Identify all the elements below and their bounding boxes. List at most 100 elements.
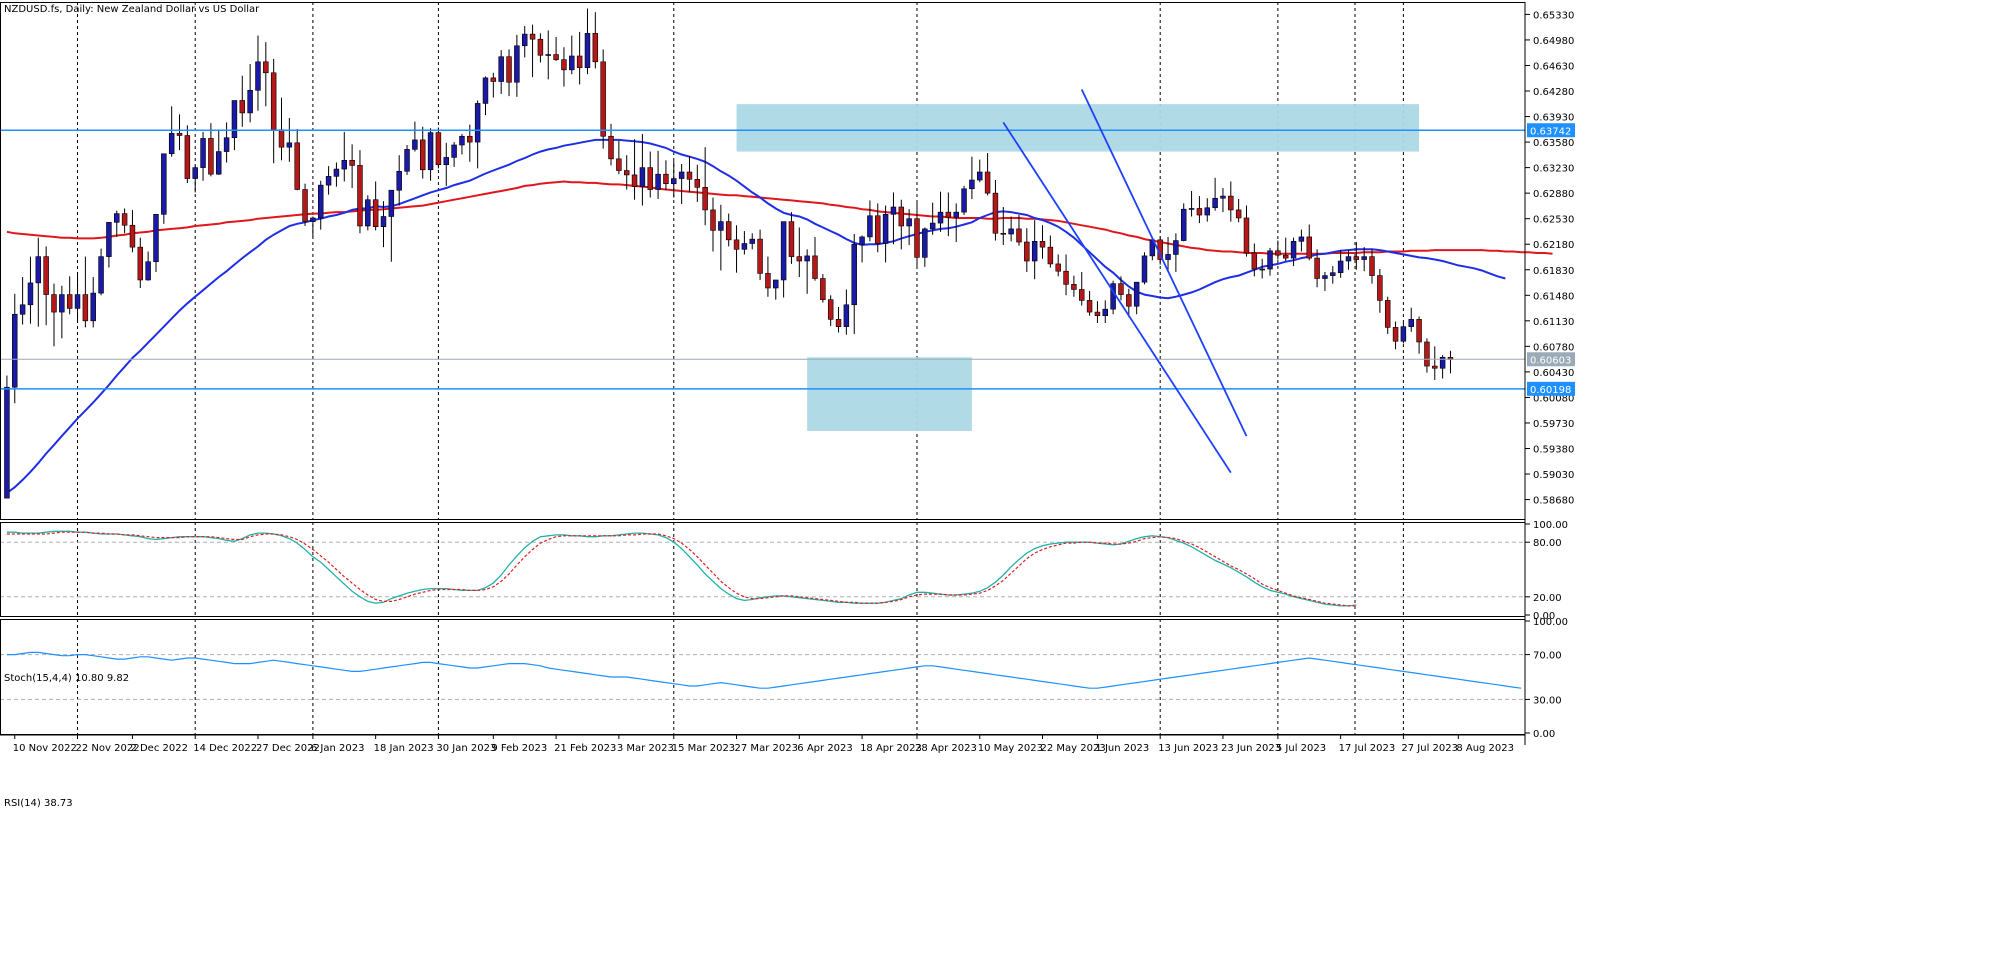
- bearish-candle-body: [820, 278, 826, 300]
- candle: [1314, 249, 1320, 288]
- candle: [121, 208, 128, 234]
- candle: [333, 162, 340, 187]
- bullish-candle-body: [216, 151, 222, 175]
- candle: [1235, 198, 1242, 223]
- candle: [1369, 249, 1375, 284]
- bullish-candle-body: [380, 216, 387, 228]
- bearish-candle-body: [1243, 217, 1250, 254]
- bullish-candle-body: [200, 138, 206, 168]
- bearish-candle-body: [984, 171, 991, 194]
- candle: [325, 166, 332, 195]
- chart-title: NZDUSD.fs, Daily: New Zealand Dollar vs …: [4, 4, 260, 15]
- bearish-candle-body: [537, 38, 544, 56]
- price-tick-label: 0.65330: [1533, 10, 1574, 21]
- candle: [318, 180, 324, 230]
- bullish-candle-body: [443, 157, 449, 165]
- candle: [600, 49, 606, 149]
- price-tick-label: 0.61830: [1533, 266, 1574, 277]
- candle: [961, 185, 967, 216]
- candle: [623, 155, 630, 190]
- candle: [788, 212, 795, 264]
- price-tick-label: 0.62530: [1533, 215, 1574, 226]
- candle: [1133, 281, 1140, 315]
- bearish-candle-body: [1314, 257, 1320, 279]
- bearish-candle-body: [1369, 256, 1375, 276]
- bearish-candle-body: [623, 170, 630, 176]
- rsi-line: [6, 651, 1522, 689]
- bearish-candle-body: [561, 59, 567, 71]
- candle: [1353, 242, 1360, 270]
- bearish-candle-body: [294, 142, 300, 190]
- candle: [443, 142, 449, 186]
- time-tick-label: 9 Feb 2023: [491, 743, 547, 754]
- bullish-candle-body: [1322, 275, 1328, 279]
- bullish-candle-body: [1298, 236, 1305, 242]
- stochastic-axis: 100.00 80.00 20.00 0.00: [1525, 520, 1568, 622]
- candle: [875, 203, 881, 253]
- price-tick-label: 0.59380: [1533, 445, 1574, 456]
- bearish-candle-body: [1126, 294, 1132, 307]
- bearish-candle-body: [733, 239, 740, 250]
- bearish-candle-body: [765, 273, 771, 289]
- candle: [302, 183, 308, 226]
- candle: [553, 37, 559, 62]
- time-tick-label: 27 Jul 2023: [1401, 743, 1458, 754]
- bearish-candle-body: [1118, 283, 1124, 295]
- bullish-candle-body: [223, 137, 230, 152]
- candle: [1212, 177, 1218, 211]
- bearish-candle-body: [82, 294, 89, 322]
- price-axis[interactable]: 0.65330 0.64980 0.64630 0.64280 0.63930 0.635…: [1525, 10, 1574, 507]
- bullish-candle-body: [545, 54, 551, 56]
- bullish-candle-body: [1400, 326, 1407, 342]
- bullish-candle-body: [27, 282, 34, 306]
- candle: [474, 100, 481, 169]
- candle: [529, 24, 536, 78]
- candle: [569, 35, 575, 75]
- time-tick-label: 23 Jun 2023: [1221, 743, 1281, 754]
- candle: [984, 153, 991, 196]
- bullish-candle-body: [804, 255, 810, 262]
- rsi-levels: [0, 619, 1525, 735]
- stochastic-tick-label: 0.00: [1533, 611, 1555, 622]
- bearish-candle-body: [208, 138, 214, 175]
- time-tick-label: 22 May 2023: [1041, 743, 1106, 754]
- bearish-candle-body: [1000, 232, 1007, 235]
- bullish-candle-body: [451, 144, 457, 158]
- candle: [90, 277, 96, 328]
- candle: [1298, 229, 1305, 252]
- candle: [255, 35, 261, 111]
- candle: [1071, 275, 1077, 297]
- candle: [1251, 243, 1258, 277]
- bullish-candle-body: [859, 236, 865, 245]
- bearish-candle-body: [702, 187, 708, 211]
- bearish-candle-body: [1251, 252, 1258, 270]
- bullish-candle-body: [1165, 254, 1171, 260]
- candle: [357, 150, 363, 234]
- bearish-candle-body: [1392, 327, 1399, 342]
- candle: [1337, 250, 1344, 278]
- candle: [27, 256, 34, 324]
- candle: [953, 203, 959, 243]
- current-price-badge: 0.60603: [1530, 355, 1571, 366]
- bullish-candle-body: [1102, 308, 1109, 317]
- bearish-candle-body: [914, 218, 920, 258]
- bearish-candle-body: [1228, 195, 1234, 211]
- candle: [694, 164, 701, 202]
- candle: [98, 248, 104, 296]
- bullish-candle-body: [318, 184, 324, 219]
- candle: [1384, 296, 1391, 334]
- candle: [200, 131, 206, 181]
- time-tick-label: 5 Jul 2023: [1276, 743, 1326, 754]
- candle: [1188, 190, 1195, 217]
- candle: [1094, 301, 1101, 324]
- candle: [106, 222, 112, 268]
- candle: [404, 144, 410, 175]
- candle: [216, 129, 222, 175]
- candle: [1377, 269, 1383, 313]
- candle: [114, 210, 120, 237]
- bearish-candle-body: [827, 299, 834, 320]
- rsi-tick-label: 30.00: [1533, 695, 1562, 706]
- stochastic-signal-line: [6, 531, 1357, 607]
- price-tick-label: 0.64630: [1533, 61, 1574, 72]
